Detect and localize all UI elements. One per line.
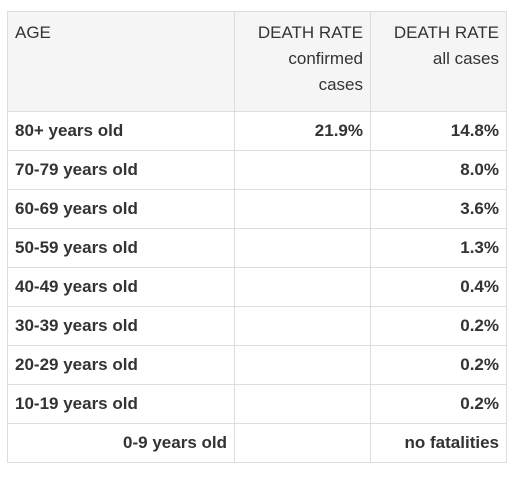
header-confirmed-line3: cases	[318, 75, 363, 94]
age-cell: 60-69 years old	[7, 189, 235, 229]
confirmed-rate-cell	[234, 306, 371, 346]
table-row: 20-29 years old 0.2%	[7, 345, 507, 385]
confirmed-rate-cell	[234, 189, 371, 229]
age-cell: 0-9 years old	[7, 423, 235, 463]
age-cell: 10-19 years old	[7, 384, 235, 424]
header-confirmed-title: DEATH RATE	[257, 23, 363, 42]
table-row: 70-79 years old 8.0%	[7, 150, 507, 190]
table-row: 0-9 years old no fatalities	[7, 423, 507, 463]
table-row: 80+ years old 21.9% 14.8%	[7, 111, 507, 151]
table-row: 40-49 years old 0.4%	[7, 267, 507, 307]
confirmed-rate-cell	[234, 345, 371, 385]
age-cell: 40-49 years old	[7, 267, 235, 307]
header-age: AGE	[7, 11, 235, 112]
table-row: 50-59 years old 1.3%	[7, 228, 507, 268]
table-row: 30-39 years old 0.2%	[7, 306, 507, 346]
all-cases-rate-cell: 0.2%	[370, 384, 507, 424]
confirmed-rate-cell	[234, 267, 371, 307]
age-cell: 50-59 years old	[7, 228, 235, 268]
confirmed-rate-cell	[234, 150, 371, 190]
all-cases-rate-cell: 8.0%	[370, 150, 507, 190]
confirmed-rate-cell: 21.9%	[234, 111, 371, 151]
age-cell: 30-39 years old	[7, 306, 235, 346]
header-age-label: AGE	[15, 23, 51, 42]
all-cases-rate-cell: 1.3%	[370, 228, 507, 268]
table-row: 60-69 years old 3.6%	[7, 189, 507, 229]
header-row: AGE DEATH RATE confirmed cases DEATH RAT…	[7, 11, 507, 112]
age-cell: 70-79 years old	[7, 150, 235, 190]
table-row: 10-19 years old 0.2%	[7, 384, 507, 424]
table-header: AGE DEATH RATE confirmed cases DEATH RAT…	[7, 11, 507, 112]
all-cases-rate-cell: 0.4%	[370, 267, 507, 307]
table-body: 80+ years old 21.9% 14.8% 70-79 years ol…	[7, 111, 507, 463]
confirmed-rate-cell	[234, 423, 371, 463]
death-rate-table: AGE DEATH RATE confirmed cases DEATH RAT…	[7, 11, 507, 463]
all-cases-rate-cell: no fatalities	[370, 423, 507, 463]
age-cell: 20-29 years old	[7, 345, 235, 385]
all-cases-rate-cell: 0.2%	[370, 306, 507, 346]
all-cases-rate-cell: 14.8%	[370, 111, 507, 151]
all-cases-rate-cell: 3.6%	[370, 189, 507, 229]
age-cell: 80+ years old	[7, 111, 235, 151]
all-cases-rate-cell: 0.2%	[370, 345, 507, 385]
header-all-title: DEATH RATE	[393, 23, 499, 42]
confirmed-rate-cell	[234, 384, 371, 424]
header-death-rate-confirmed: DEATH RATE confirmed cases	[234, 11, 371, 112]
header-death-rate-all: DEATH RATE all cases	[370, 11, 507, 112]
header-all-line2: all cases	[432, 49, 499, 68]
confirmed-rate-cell	[234, 228, 371, 268]
header-confirmed-line2: confirmed	[288, 49, 363, 68]
